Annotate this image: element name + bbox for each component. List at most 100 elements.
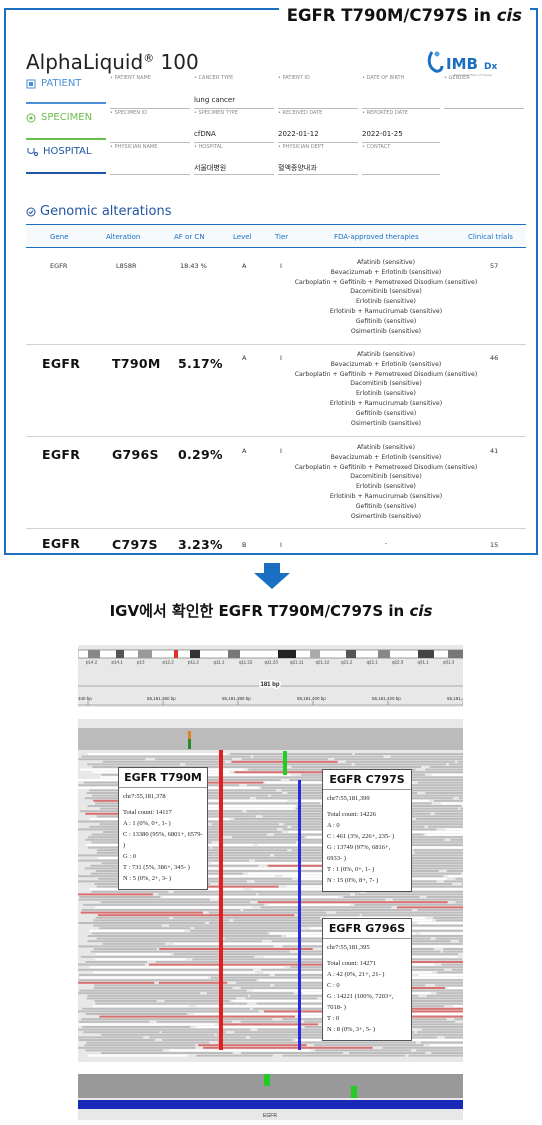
callout-line: N : 15 (0%, 8+, 7- ): [327, 877, 379, 884]
read: [95, 958, 186, 961]
read: [211, 823, 279, 826]
read: [78, 922, 205, 924]
read: [188, 867, 382, 870]
read: [204, 828, 278, 831]
row-divider: [26, 344, 526, 345]
read: [78, 1039, 155, 1041]
ruler-label: 55,181,380 bp: [222, 696, 251, 701]
read: [185, 763, 352, 766]
callout-line: Total count: 14226: [327, 811, 377, 818]
callout-title: EGFR C797S: [323, 770, 411, 790]
read: [169, 773, 292, 776]
read: [429, 766, 463, 768]
read: [78, 828, 136, 831]
read: [95, 953, 171, 956]
read: [363, 844, 463, 846]
read: [434, 799, 463, 802]
header-trials: Clinical trials: [468, 233, 513, 241]
band-label: q21.11: [290, 660, 304, 665]
ruler-label: 55,181,360 bp: [147, 696, 176, 701]
read: [196, 1005, 371, 1008]
read: [80, 955, 255, 958]
report-title: EGFR T790M/C797S in cis: [278, 6, 530, 25]
read: [202, 1046, 373, 1049]
read: [78, 820, 156, 823]
read: [417, 909, 463, 911]
read: [78, 1046, 196, 1049]
read: [87, 935, 282, 937]
read: [443, 880, 463, 883]
read: [89, 966, 285, 969]
read: [159, 825, 288, 828]
tier-cell: I: [280, 447, 282, 455]
patient-divider: [26, 102, 106, 104]
read: [354, 893, 463, 896]
read: [391, 1015, 463, 1018]
alteration-cell: C797S: [112, 537, 158, 552]
read: [403, 810, 463, 813]
read: [87, 763, 181, 766]
read: [437, 971, 463, 974]
field-underline: [278, 174, 358, 175]
read: [78, 981, 155, 984]
callout-line: N : 8 (0%, 3+, 5- ): [327, 1026, 376, 1033]
read: [160, 812, 322, 815]
t790m-variant-column: [219, 750, 223, 1050]
read: [236, 981, 371, 984]
igv-title: IGV에서 확인한 EGFR T790M/C797S in cis: [109, 602, 433, 620]
trials-cell: 57: [490, 262, 499, 270]
reported-date-label: • REPORTED DATE: [362, 110, 408, 116]
specimen-type-label: • SPECIMEN TYPE: [194, 110, 238, 116]
read: [421, 1028, 463, 1031]
callout-line: Total count: 14117: [123, 809, 172, 816]
read: [441, 963, 463, 966]
read: [436, 919, 463, 922]
band-label: q11.23: [265, 660, 279, 665]
read: [343, 896, 420, 898]
callout-line: chr7:55,181,395: [327, 944, 370, 951]
read: [261, 968, 342, 971]
physician-name-label: • PHYSICIAN NAME: [110, 144, 158, 150]
read: [365, 935, 463, 937]
read: [425, 792, 463, 794]
genomic-alterations-title: Genomic alterations: [26, 204, 171, 219]
read: [78, 968, 254, 971]
read: [82, 1026, 191, 1028]
read: [91, 932, 269, 935]
read: [457, 760, 463, 763]
read: [91, 890, 169, 893]
band-label: q22.3: [392, 660, 404, 665]
read: [361, 914, 463, 917]
ruler-label: 55,181,4: [447, 696, 463, 701]
read: [458, 797, 463, 800]
tier-cell: I: [280, 262, 282, 270]
read: [100, 901, 251, 904]
read: [165, 833, 268, 836]
level-cell: A: [242, 447, 247, 455]
callout-line: T : 731 (5%, 386+, 345- ): [123, 864, 190, 871]
read: [389, 846, 463, 849]
read: [425, 768, 463, 771]
read: [267, 864, 360, 867]
read: [398, 1010, 463, 1013]
received-date-value: 2022-01-12: [278, 130, 319, 138]
read: [386, 867, 463, 870]
header-fda: FDA-approved therapies: [334, 233, 419, 241]
specimen-section-label: SPECIMEN: [26, 112, 92, 123]
read: [274, 854, 368, 857]
read: [162, 896, 339, 898]
read: [396, 906, 463, 909]
af-cell: 0.29%: [178, 447, 223, 462]
read: [217, 1041, 416, 1044]
read: [334, 758, 463, 761]
read: [258, 979, 367, 982]
band-label: q21.12: [316, 660, 330, 665]
callout-body: chr7:55,181,395 Total count: 14271 A : 42…: [323, 939, 411, 1038]
read: [156, 1020, 232, 1023]
read: [372, 979, 463, 982]
read: [224, 937, 345, 940]
read: [248, 872, 362, 875]
read: [200, 776, 360, 779]
read: [372, 862, 463, 865]
callout-line: A : 1 (0%, 0+, 1- ): [123, 820, 171, 827]
